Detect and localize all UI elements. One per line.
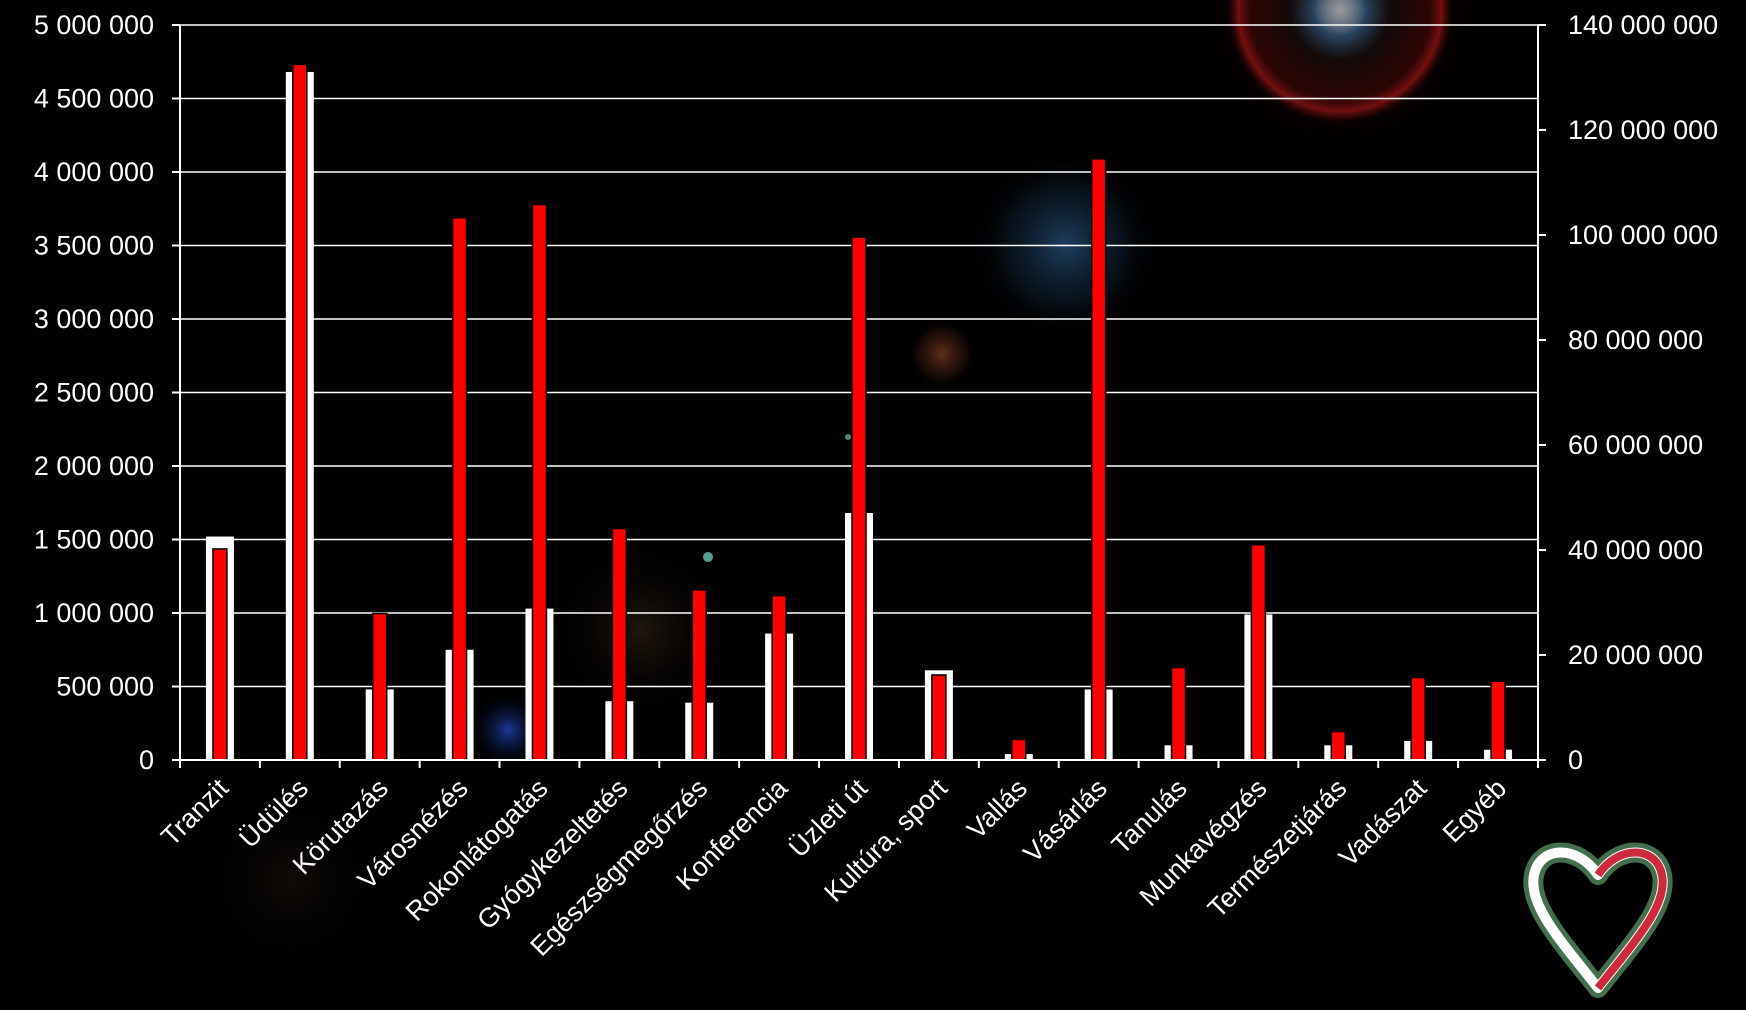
bar-right-8 bbox=[851, 236, 867, 761]
bar-right-13 bbox=[1250, 544, 1267, 761]
x-tick-label: Gyógykezeltetés bbox=[471, 773, 633, 935]
bar-right-2 bbox=[371, 612, 388, 761]
y-left-tick-label: 1 500 000 bbox=[34, 525, 154, 555]
heart-ribbon-logo bbox=[1523, 842, 1673, 998]
y-left-tick-label: 2 000 000 bbox=[34, 451, 154, 481]
axes bbox=[172, 24, 1546, 768]
bar-right-3 bbox=[451, 216, 468, 761]
y-left-tick-label: 4 500 000 bbox=[34, 84, 154, 114]
bar-right-0 bbox=[212, 548, 228, 761]
bar-right-10 bbox=[1011, 738, 1027, 761]
bar-right-1 bbox=[292, 63, 308, 761]
x-tick-label: Vásárlás bbox=[1017, 773, 1112, 868]
bar-right-16 bbox=[1490, 680, 1506, 761]
left-axis-tick-labels: 0 500 000 1 000 000 1 500 000 2 000 000 2 500… bbox=[34, 10, 154, 775]
bar-right-15 bbox=[1410, 676, 1426, 761]
bar-right-11 bbox=[1090, 158, 1107, 761]
x-tick-label: Egyéb bbox=[1437, 773, 1512, 848]
y-left-tick-label: 3 000 000 bbox=[34, 304, 154, 334]
y-right-tick-label: 0 bbox=[1568, 745, 1583, 775]
y-left-tick-label: 0 bbox=[139, 745, 154, 775]
x-tick-label: Természetjárás bbox=[1202, 773, 1353, 924]
bar-right-6 bbox=[691, 589, 707, 761]
y-right-tick-label: 140 000 000 bbox=[1568, 10, 1718, 40]
bar-right-7 bbox=[771, 594, 787, 761]
y-left-tick-label: 4 000 000 bbox=[34, 157, 154, 187]
y-right-tick-label: 120 000 000 bbox=[1568, 115, 1718, 145]
x-tick-label: Vadászat bbox=[1333, 773, 1433, 873]
right-axis-tick-labels: 0 20 000 000 40 000 000 60 000 000 80 000 00… bbox=[1568, 10, 1718, 775]
bar-right-14 bbox=[1330, 730, 1347, 761]
bar-right-9 bbox=[931, 674, 947, 761]
bar-right-12 bbox=[1170, 666, 1187, 761]
y-right-tick-label: 20 000 000 bbox=[1568, 640, 1703, 670]
y-right-tick-label: 80 000 000 bbox=[1568, 325, 1703, 355]
bar-right-4 bbox=[531, 203, 548, 761]
bars bbox=[205, 63, 1513, 761]
x-tick-label: Vallás bbox=[961, 773, 1033, 845]
background-lens-flares bbox=[190, 0, 1485, 980]
y-right-tick-label: 100 000 000 bbox=[1568, 220, 1718, 250]
y-left-tick-label: 2 500 000 bbox=[34, 378, 154, 408]
y-left-tick-label: 500 000 bbox=[56, 672, 154, 702]
y-left-tick-label: 5 000 000 bbox=[34, 10, 154, 40]
y-right-tick-label: 40 000 000 bbox=[1568, 535, 1703, 565]
bar-right-5 bbox=[611, 527, 628, 761]
y-right-tick-label: 60 000 000 bbox=[1568, 430, 1703, 460]
y-left-tick-label: 1 000 000 bbox=[34, 598, 154, 628]
y-left-tick-label: 3 500 000 bbox=[34, 231, 154, 261]
x-tick-label: Rokonlátogatás bbox=[400, 773, 554, 927]
